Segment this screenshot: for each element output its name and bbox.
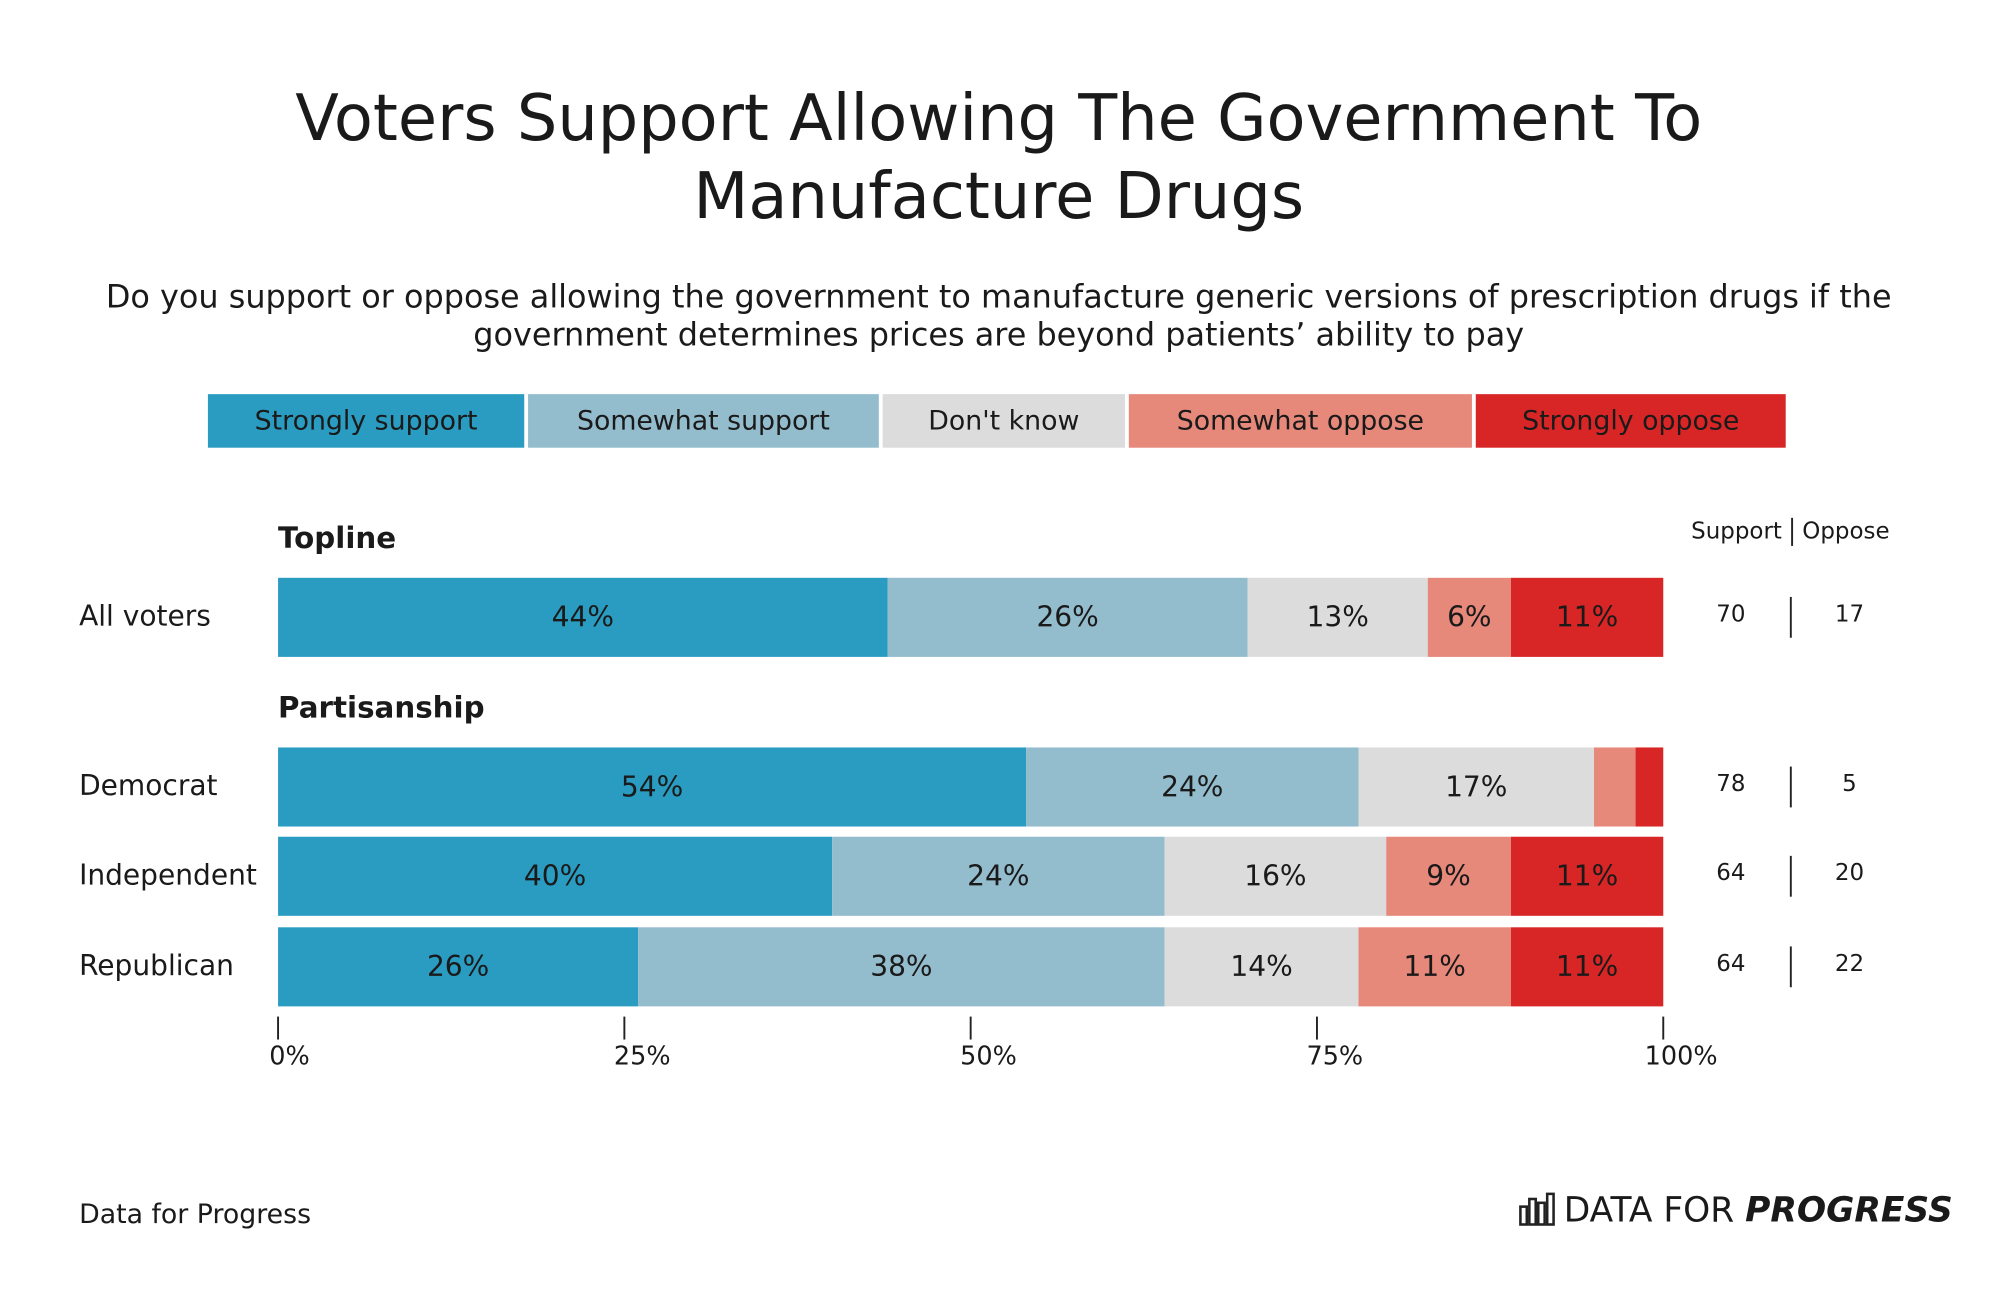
logo-icon xyxy=(1536,1201,1546,1226)
bar-segment xyxy=(1164,836,1387,916)
support-value: 78 xyxy=(1716,771,1745,797)
legend-label: Strongly support xyxy=(255,406,478,437)
support-header: Support xyxy=(1691,518,1782,544)
support-value: 64 xyxy=(1716,860,1745,886)
data-label: 44% xyxy=(552,601,614,634)
data-label: 13% xyxy=(1307,601,1369,634)
data-label: 11% xyxy=(1556,950,1618,983)
legend-swatch xyxy=(882,394,1125,448)
bar-segment xyxy=(1164,927,1359,1007)
oppose-value: 20 xyxy=(1835,860,1864,886)
oppose-value: 17 xyxy=(1835,601,1864,627)
bar-segment xyxy=(1026,747,1359,827)
logo-text: DATA FOR xyxy=(1564,1190,1734,1230)
legend-label: Strongly oppose xyxy=(1522,406,1739,437)
data-label: 38% xyxy=(870,950,932,983)
data-label: 24% xyxy=(967,860,1029,893)
bar-segment xyxy=(278,836,833,916)
chart-subtitle: Do you support or oppose allowing the go… xyxy=(106,277,1892,315)
data-label: 14% xyxy=(1230,950,1292,983)
legend-label: Somewhat support xyxy=(577,406,830,437)
bar-segment xyxy=(1247,577,1428,657)
logo-emphasis: PROGRESS xyxy=(1745,1190,1953,1230)
oppose-value: 22 xyxy=(1835,951,1864,977)
data-label: 16% xyxy=(1244,860,1306,893)
bar-segment xyxy=(1427,577,1511,657)
logo-text: DATA FOR PROGRESS xyxy=(1564,1190,1953,1230)
bar-segment xyxy=(638,927,1165,1007)
logo-icon xyxy=(1545,1192,1555,1226)
legend-label: Somewhat oppose xyxy=(1177,406,1424,437)
category-label: Independent xyxy=(79,858,257,891)
data-label: 40% xyxy=(524,860,586,893)
bar-segment xyxy=(1635,747,1664,827)
logo-icon xyxy=(1519,1205,1529,1226)
legend-swatch xyxy=(1128,394,1472,448)
bar-segment xyxy=(887,577,1248,657)
data-label: 11% xyxy=(1404,950,1466,983)
bar-segment xyxy=(278,927,639,1007)
data-label: 11% xyxy=(1556,601,1618,634)
legend-swatch xyxy=(528,394,879,448)
bar-segment xyxy=(1510,927,1664,1007)
bar-segment xyxy=(278,747,1027,827)
data-label: 17% xyxy=(1445,770,1507,803)
category-label: Democrat xyxy=(79,769,217,802)
x-tick-label: 50% xyxy=(960,1041,1017,1071)
data-label: 6% xyxy=(1447,601,1492,634)
category-label: All voters xyxy=(79,599,211,632)
legend-swatch xyxy=(1475,394,1786,448)
x-tick-label: 75% xyxy=(1306,1041,1363,1071)
bar-segment xyxy=(1386,836,1511,916)
x-tick-label: 0% xyxy=(269,1041,309,1071)
bar-segment xyxy=(1510,577,1664,657)
support-value: 64 xyxy=(1716,951,1745,977)
logo-icon xyxy=(1528,1197,1537,1226)
legend-label: Don't know xyxy=(928,406,1079,437)
bar-segment xyxy=(1358,927,1511,1007)
data-label: 9% xyxy=(1426,860,1471,893)
oppose-value: 5 xyxy=(1842,771,1857,797)
category-label: Republican xyxy=(79,949,234,982)
data-label: 54% xyxy=(621,770,683,803)
bar-segment xyxy=(1510,836,1664,916)
x-tick-label: 100% xyxy=(1645,1041,1718,1071)
legend-swatch xyxy=(207,394,525,448)
bar-segment xyxy=(832,836,1165,916)
data-label: 11% xyxy=(1556,860,1618,893)
data-label: 26% xyxy=(427,950,489,983)
data-label: 26% xyxy=(1036,601,1098,634)
support-value: 70 xyxy=(1716,601,1745,627)
chart-title: Voters Support Allowing The Government T… xyxy=(295,82,1702,156)
oppose-header: Oppose xyxy=(1802,518,1889,544)
bar-segment xyxy=(278,577,888,657)
group-label: Partisanship xyxy=(278,691,485,725)
data-label: 24% xyxy=(1161,770,1223,803)
logo xyxy=(1519,1192,1555,1226)
bar-segment xyxy=(1594,747,1636,827)
x-tick-label: 25% xyxy=(614,1041,671,1071)
chart-subtitle: government determines prices are beyond … xyxy=(473,316,1524,354)
chart-title: Manufacture Drugs xyxy=(693,160,1304,234)
source: Data for Progress xyxy=(79,1199,311,1230)
bar-segment xyxy=(1358,747,1595,827)
group-label: Topline xyxy=(278,521,396,555)
